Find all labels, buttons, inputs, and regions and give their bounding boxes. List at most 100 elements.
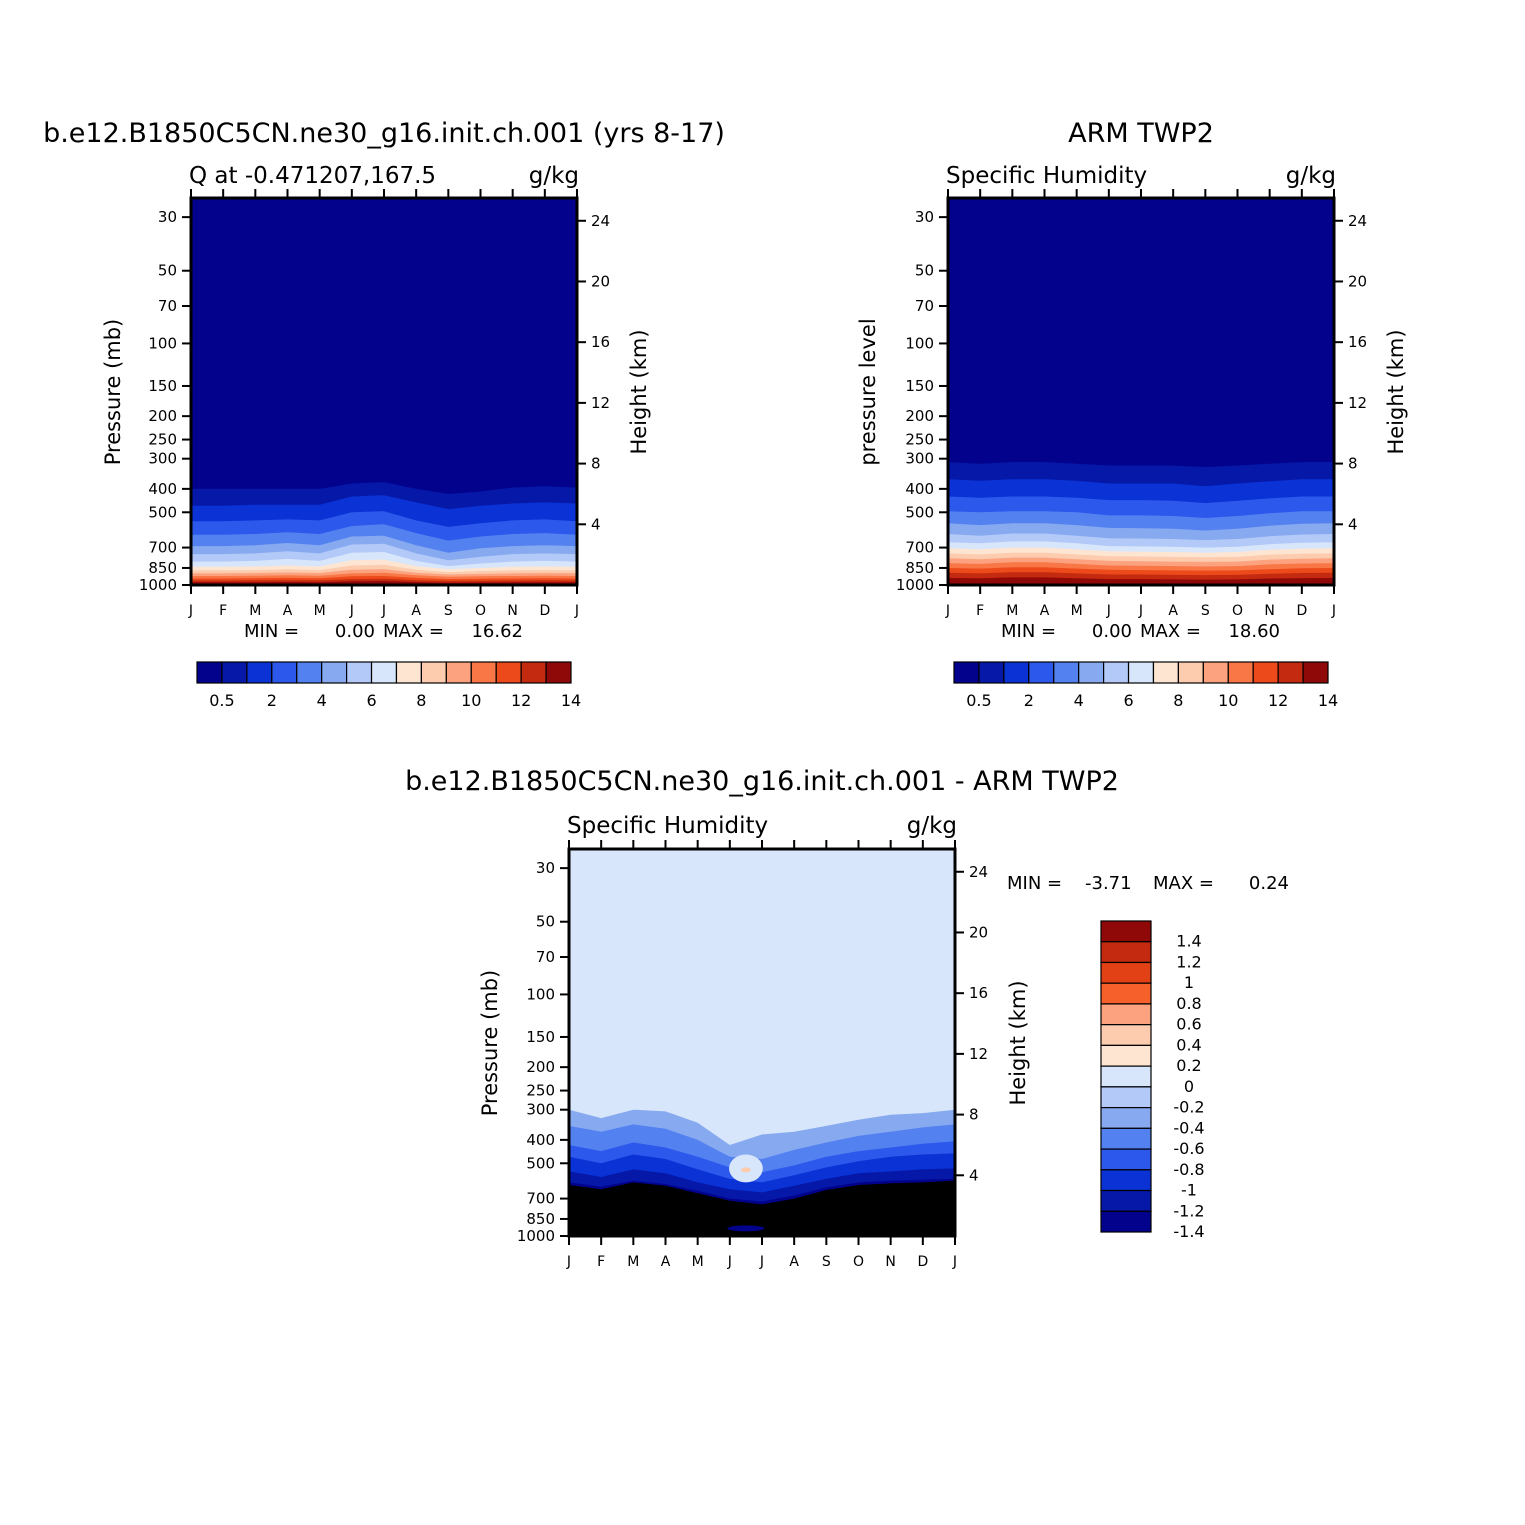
panel-model: b.e12.B1850C5CN.ne30_g16.init.ch.001 (yr… bbox=[43, 118, 725, 710]
y2-tick-label: 16 bbox=[1348, 333, 1367, 351]
colorbar-swatch bbox=[1100, 1189, 1152, 1212]
colorbar-label: 14 bbox=[561, 691, 581, 710]
x-tick-label: M bbox=[249, 603, 261, 619]
colorbar-swatch bbox=[1252, 661, 1279, 684]
max-value: 0.24 bbox=[1249, 873, 1289, 894]
y-axis-label: Pressure (mb) bbox=[101, 319, 125, 466]
contour-band bbox=[569, 1180, 955, 1236]
colorbar-label: 2 bbox=[267, 691, 277, 710]
y-tick-label: 500 bbox=[148, 503, 177, 521]
y2-tick-label: 24 bbox=[1348, 212, 1367, 230]
colorbar-swatch bbox=[1003, 661, 1030, 684]
min-value: 0.00 bbox=[1092, 621, 1132, 642]
max-value: 18.60 bbox=[1228, 621, 1280, 642]
colorbar-swatch bbox=[1100, 982, 1152, 1005]
y2-tick-label: 12 bbox=[969, 1045, 988, 1063]
colorbar-swatch bbox=[1177, 661, 1204, 684]
y2-tick-label: 16 bbox=[969, 984, 988, 1002]
y-tick-label: 300 bbox=[905, 450, 934, 468]
x-tick-label: J bbox=[952, 1254, 957, 1270]
colorbar-label: 0.5 bbox=[966, 691, 991, 710]
colorbar-swatch bbox=[1100, 961, 1152, 984]
colorbar-swatch bbox=[1277, 661, 1304, 684]
y-tick-label: 400 bbox=[905, 480, 934, 498]
panel-subtitle: Q at -0.471207,167.5 bbox=[189, 163, 436, 189]
colorbar-label: 8 bbox=[416, 691, 426, 710]
contour-fill-layer bbox=[569, 1011, 955, 1236]
x-tick-label: S bbox=[822, 1254, 831, 1270]
x-tick-label: J bbox=[759, 1254, 764, 1270]
y-tick-label: 500 bbox=[526, 1154, 555, 1172]
colorbar-label: 2 bbox=[1024, 691, 1034, 710]
colorbar-swatch bbox=[420, 661, 447, 684]
colorbar-swatch bbox=[395, 661, 423, 684]
colorbar-label: 0.6 bbox=[1176, 1015, 1201, 1034]
y2-tick-label: 12 bbox=[1348, 394, 1367, 412]
y-tick-label: 1000 bbox=[139, 576, 177, 594]
y-tick-label: 50 bbox=[158, 262, 177, 280]
y2-axis-label: Height (km) bbox=[627, 329, 651, 454]
y2-tick-label: 20 bbox=[591, 272, 610, 290]
colorbar-swatch bbox=[221, 661, 248, 684]
y-tick-label: 1000 bbox=[896, 576, 934, 594]
colorbar-label: -1.4 bbox=[1173, 1222, 1204, 1241]
y2-tick-label: 20 bbox=[969, 923, 988, 941]
colorbar-label: 1.4 bbox=[1176, 932, 1201, 951]
panel-title: ARM TWP2 bbox=[1068, 118, 1214, 149]
x-tick-label: F bbox=[597, 1254, 605, 1270]
colorbar-swatch bbox=[1100, 1086, 1152, 1109]
colorbar-swatch bbox=[1202, 661, 1229, 684]
units-label: g/kg bbox=[1286, 163, 1336, 189]
y-tick-label: 200 bbox=[905, 407, 934, 425]
y-tick-label: 400 bbox=[148, 480, 177, 498]
colorbar-label: -1.2 bbox=[1173, 1201, 1204, 1220]
units-label: g/kg bbox=[529, 163, 579, 189]
colorbar-label: 4 bbox=[317, 691, 327, 710]
min-value: 0.00 bbox=[335, 621, 375, 642]
y2-tick-label: 8 bbox=[591, 455, 601, 473]
x-tick-label: D bbox=[539, 603, 550, 619]
colorbar-swatch bbox=[445, 661, 472, 684]
colorbar-label: 0.4 bbox=[1176, 1035, 1201, 1054]
x-tick-label: J bbox=[1331, 603, 1336, 619]
colorbar-swatch bbox=[1100, 1169, 1152, 1192]
contour-fill-layer bbox=[948, 462, 1334, 585]
colorbar-swatch bbox=[978, 661, 1005, 684]
colorbar-swatch bbox=[346, 661, 373, 684]
x-tick-label: S bbox=[1201, 603, 1210, 619]
x-tick-label: D bbox=[917, 1254, 928, 1270]
y2-tick-label: 24 bbox=[591, 212, 610, 230]
x-tick-label: A bbox=[661, 1254, 671, 1270]
min-label: MIN = bbox=[244, 621, 299, 642]
colorbar-swatch bbox=[1100, 1065, 1152, 1088]
y-tick-label: 100 bbox=[148, 334, 177, 352]
y-tick-label: 850 bbox=[905, 559, 934, 577]
x-tick-label: J bbox=[188, 603, 193, 619]
max-label: MAX = bbox=[1153, 873, 1214, 894]
y-tick-label: 100 bbox=[526, 985, 555, 1003]
colorbar-swatch bbox=[321, 661, 348, 684]
colorbar-label: 10 bbox=[1218, 691, 1238, 710]
y-tick-label: 400 bbox=[526, 1131, 555, 1149]
colorbar-label: 0 bbox=[1184, 1077, 1194, 1096]
colorbar-label: 0.8 bbox=[1176, 994, 1201, 1013]
colorbar-swatch bbox=[1100, 1106, 1152, 1129]
colorbar-swatch bbox=[520, 661, 547, 684]
y-tick-label: 70 bbox=[915, 297, 934, 315]
y2-tick-label: 4 bbox=[591, 515, 601, 533]
colorbar-swatch bbox=[1100, 941, 1152, 964]
colorbar-swatch bbox=[1078, 661, 1105, 684]
x-tick-label: O bbox=[475, 603, 486, 619]
colorbar-label: -0.6 bbox=[1173, 1139, 1204, 1158]
colorbar-swatch bbox=[296, 661, 323, 684]
x-tick-label: A bbox=[1168, 603, 1178, 619]
x-tick-label: M bbox=[692, 1254, 704, 1270]
colorbar-swatch bbox=[1127, 661, 1155, 684]
colorbar-swatch bbox=[1053, 661, 1080, 684]
x-tick-label: A bbox=[411, 603, 421, 619]
x-tick-label: J bbox=[574, 603, 579, 619]
colorbar-swatch bbox=[1100, 1044, 1152, 1067]
